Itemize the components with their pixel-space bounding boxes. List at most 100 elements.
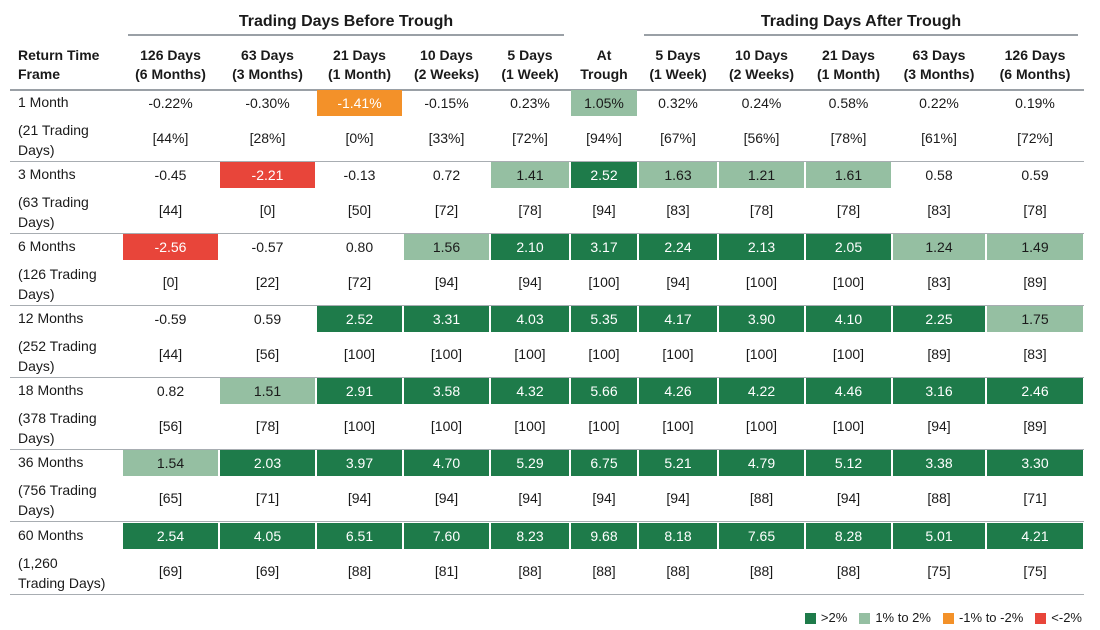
return-value-cell: -0.13 — [343, 167, 376, 183]
row-separator — [10, 161, 1084, 162]
return-value-cell: 0.22% — [919, 95, 959, 111]
row-separator — [10, 449, 1084, 450]
return-value-cell: 4.46 — [806, 378, 891, 404]
percent-positive-cell: [94] — [592, 202, 616, 218]
return-value-cell: 3.38 — [893, 450, 985, 476]
row-sublabel-line: Trading Days) — [18, 575, 106, 591]
return-value-cell: 1.49 — [987, 234, 1083, 260]
return-value-cell: -0.30% — [245, 95, 290, 111]
column-header-line1: 126 Days — [140, 47, 201, 63]
return-value-cell: 8.18 — [639, 523, 717, 549]
percent-positive-cell: [94] — [666, 490, 690, 506]
row-sublabel-line: (378 Trading — [18, 410, 97, 426]
column-header: Return Time Frame — [18, 46, 122, 88]
column-header: 126 Days (6 Months) — [122, 46, 219, 88]
percent-positive-cell: [88] — [347, 563, 372, 579]
return-value-cell: -0.57 — [251, 239, 284, 255]
column-header-line2: (2 Weeks) — [413, 66, 480, 82]
return-value-cell: -0.22% — [148, 95, 193, 111]
column-header: 21 Days (1 Month) — [316, 46, 403, 88]
percent-positive-cell: [89] — [1023, 418, 1047, 434]
percent-positive-cell: [88] — [927, 490, 951, 506]
percent-positive-cell: [94] — [518, 274, 542, 290]
percent-positive-cell: [75] — [1023, 563, 1047, 579]
return-value-cell: 7.60 — [404, 523, 489, 549]
return-value-cell: 5.01 — [893, 523, 985, 549]
legend-swatch — [804, 612, 816, 624]
return-value-cell: -2.56 — [123, 234, 218, 260]
column-header-line1: 5 Days — [655, 47, 701, 63]
row-sublabel-line: (1,260 — [18, 555, 58, 571]
percent-positive-cell: [72%] — [1017, 130, 1053, 146]
percent-positive-cell: [0] — [259, 202, 276, 218]
percent-positive-cell: [56] — [158, 418, 183, 434]
return-value-cell: 4.26 — [639, 378, 717, 404]
column-header-line2: Frame — [18, 66, 61, 82]
percent-positive-cell: [100] — [745, 418, 778, 434]
percent-positive-cell: [100] — [588, 274, 620, 290]
percent-positive-cell: [56] — [255, 346, 280, 362]
column-header-line2: (1 Month) — [328, 66, 391, 82]
row-sublabel-line: Days) — [18, 286, 55, 302]
percent-positive-cell: [44%] — [152, 130, 189, 146]
return-value-cell: 0.23% — [510, 95, 550, 111]
return-value-cell: 4.03 — [491, 306, 569, 332]
column-header-line1: Return Time — [18, 47, 100, 63]
return-value-cell: 2.13 — [719, 234, 804, 260]
percent-positive-cell: [88] — [666, 563, 690, 579]
percent-positive-cell: [0%] — [345, 130, 374, 146]
row-sublabel-line: (63 Trading — [18, 194, 89, 210]
legend-item: -1% to -2% — [942, 608, 1024, 628]
return-value-cell: 2.52 — [317, 306, 402, 332]
column-header-line1: At — [596, 47, 612, 63]
return-value-cell: 1.63 — [639, 162, 717, 188]
percent-positive-cell: [100] — [343, 418, 376, 434]
percent-positive-cell: [33%] — [428, 130, 465, 146]
percent-positive-cell: [69] — [255, 563, 280, 579]
return-value-cell: 5.21 — [639, 450, 717, 476]
return-value-cell: 2.54 — [123, 523, 218, 549]
row-sublabel: (1,260 Trading Days) — [18, 553, 105, 593]
return-value-cell: 0.32% — [658, 95, 698, 111]
percent-positive-cell: [56%] — [743, 130, 780, 146]
return-value-cell: 1.41 — [491, 162, 569, 188]
percent-positive-cell: [94] — [592, 490, 616, 506]
return-value-cell: 7.65 — [719, 523, 804, 549]
return-value-cell: 0.58% — [828, 95, 869, 111]
return-value-cell: 0.80 — [345, 239, 374, 255]
row-sublabel-line: Days) — [18, 502, 55, 518]
percent-positive-cell: [100] — [430, 346, 463, 362]
percent-positive-cell: [78] — [1023, 202, 1047, 218]
row-sublabel: (21 Trading Days) — [18, 120, 89, 160]
column-header-line2: (6 Months) — [999, 66, 1071, 82]
row-sublabel-line: Days) — [18, 214, 55, 230]
percent-positive-cell: [100] — [662, 346, 694, 362]
column-header: 63 Days (3 Months) — [892, 46, 986, 88]
column-header: 5 Days (1 Week) — [490, 46, 570, 88]
return-value-cell: 0.72 — [432, 167, 461, 183]
percent-positive-cell: [71] — [1023, 490, 1047, 506]
return-value-cell: 2.03 — [220, 450, 315, 476]
column-header-line2: (3 Months) — [903, 66, 975, 82]
percent-positive-cell: [89] — [927, 346, 951, 362]
percent-positive-cell: [81] — [434, 563, 459, 579]
column-header-line2: (3 Months) — [232, 66, 303, 82]
percent-positive-cell: [100] — [832, 346, 865, 362]
group-header: Trading Days After Trough — [644, 10, 1078, 36]
row-sublabel-line: Days) — [18, 430, 55, 446]
legend-label: -1% to -2% — [958, 610, 1024, 625]
column-header-line1: 10 Days — [420, 47, 473, 63]
return-value-cell: 4.32 — [491, 378, 569, 404]
return-value-cell: 8.28 — [806, 523, 891, 549]
return-value-cell: 0.19% — [1015, 95, 1055, 111]
column-header: 21 Days (1 Month) — [805, 46, 892, 88]
percent-positive-cell: [83] — [666, 202, 690, 218]
return-value-cell: 9.68 — [571, 523, 637, 549]
percent-positive-cell: [94] — [434, 274, 459, 290]
percent-positive-cell: [78] — [749, 202, 774, 218]
legend: >2% 1% to 2% -1% to -2% <-2% — [793, 608, 1082, 628]
return-value-cell: 1.05% — [571, 90, 637, 116]
return-value-cell: 6.75 — [571, 450, 637, 476]
row-sublabel: (756 Trading Days) — [18, 480, 97, 520]
